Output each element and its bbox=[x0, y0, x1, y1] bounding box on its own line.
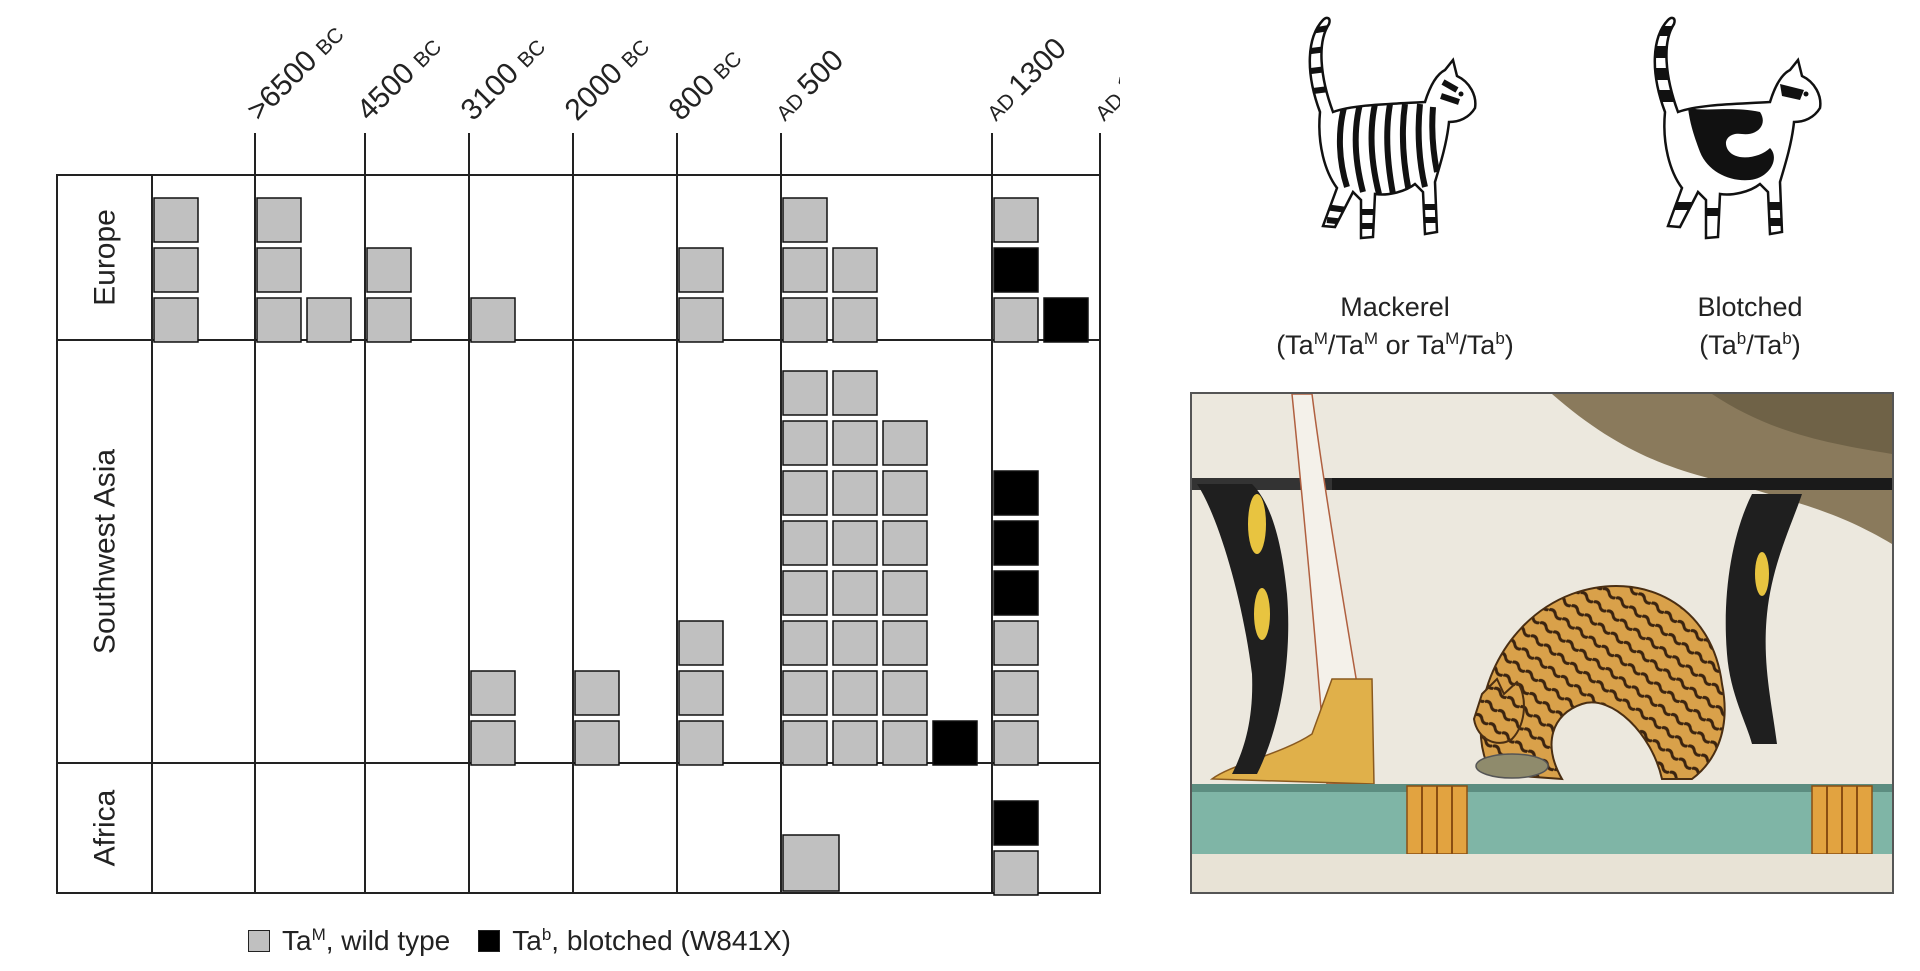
wild-type-sample-square bbox=[782, 470, 828, 516]
wild-type-sample-square bbox=[782, 720, 828, 766]
wild-type-sample-square bbox=[782, 247, 828, 293]
wild-type-sample-square bbox=[153, 197, 199, 243]
wild-type-sample-square bbox=[832, 570, 878, 616]
wild-type-sample-square bbox=[993, 850, 1039, 896]
legend-item-wild-type: TaM, wild type bbox=[248, 922, 450, 960]
blotched-sample-square bbox=[993, 247, 1039, 293]
mackerel-cat-icon bbox=[1308, 16, 1477, 240]
legend-swatch-wild-type bbox=[248, 930, 270, 952]
period-tick-label: 3100 BC bbox=[455, 30, 552, 127]
mackerel-label: Mackerel (TaM/TaM or TaM/Tab) bbox=[1210, 288, 1580, 364]
wild-type-sample-square bbox=[678, 297, 724, 343]
wild-type-sample-square bbox=[470, 720, 516, 766]
wild-type-sample-square bbox=[574, 670, 620, 716]
wild-type-sample-square bbox=[256, 297, 302, 343]
legend-label-blotched: Tab, blotched (W841X) bbox=[512, 925, 791, 956]
legend-label-wild-type: TaM, wild type bbox=[282, 925, 451, 956]
blotched-genotype: (Tab/Tab) bbox=[1699, 329, 1801, 360]
wild-type-sample-square bbox=[256, 197, 302, 243]
wild-type-sample-square bbox=[832, 297, 878, 343]
wild-type-sample-square bbox=[782, 570, 828, 616]
blotched-name: Blotched bbox=[1697, 292, 1803, 322]
blotched-sample-square bbox=[932, 720, 978, 766]
wild-type-sample-square bbox=[882, 470, 928, 516]
period-tick-label: 2000 BC bbox=[559, 30, 656, 127]
wild-type-sample-square bbox=[782, 297, 828, 343]
wild-type-sample-square bbox=[993, 620, 1039, 666]
region-label: Southwest Asia bbox=[89, 449, 122, 654]
legend: TaM, wild type Tab, blotched (W841X) bbox=[248, 922, 807, 960]
wild-type-sample-square bbox=[993, 720, 1039, 766]
wild-type-sample-square bbox=[366, 247, 412, 293]
region-label: Africa bbox=[89, 789, 122, 866]
wild-type-sample-square bbox=[678, 620, 724, 666]
wild-type-sample-square bbox=[882, 670, 928, 716]
wild-type-sample-square bbox=[366, 297, 412, 343]
wild-type-sample-square bbox=[993, 197, 1039, 243]
wild-type-sample-square bbox=[832, 670, 878, 716]
wild-type-sample-square bbox=[882, 520, 928, 566]
wild-type-sample-square bbox=[832, 720, 878, 766]
wild-type-sample-square bbox=[678, 247, 724, 293]
blotched-label: Blotched (Tab/Tab) bbox=[1640, 288, 1860, 364]
tomb-painting-cat bbox=[1190, 392, 1894, 894]
blotched-sample-square bbox=[993, 520, 1039, 566]
period-tick-label: 4500 BC bbox=[351, 30, 448, 127]
wild-type-sample-square bbox=[832, 420, 878, 466]
wild-type-sample-square bbox=[882, 720, 928, 766]
wild-type-sample-square bbox=[306, 297, 352, 343]
wild-type-sample-square bbox=[782, 520, 828, 566]
wild-type-sample-square bbox=[153, 297, 199, 343]
wild-type-sample-square bbox=[782, 620, 828, 666]
wild-type-sample-square bbox=[882, 620, 928, 666]
wild-type-sample-square bbox=[832, 370, 878, 416]
wild-type-sample-square bbox=[782, 370, 828, 416]
wild-type-sample-square bbox=[993, 297, 1039, 343]
wild-type-sample-square bbox=[470, 670, 516, 716]
legend-swatch-blotched bbox=[478, 930, 501, 952]
wild-type-sample-square bbox=[678, 670, 724, 716]
wild-type-sample-square bbox=[832, 520, 878, 566]
mackerel-genotype: (TaM/TaM or TaM/Tab) bbox=[1276, 329, 1514, 360]
blotched-cat-icon bbox=[1653, 16, 1822, 240]
wild-type-sample-square bbox=[782, 197, 828, 243]
mackerel-name: Mackerel bbox=[1340, 292, 1450, 322]
wild-type-sample-square bbox=[782, 670, 828, 716]
wild-type-sample-square bbox=[470, 297, 516, 343]
region-label: Europe bbox=[89, 209, 122, 306]
wild-type-sample-square bbox=[993, 670, 1039, 716]
wild-type-sample-square bbox=[678, 720, 724, 766]
legend-item-blotched: Tab, blotched (W841X) bbox=[478, 922, 791, 960]
period-tick-label: AD 1900 bbox=[1086, 32, 1120, 127]
wild-type-sample-square bbox=[574, 720, 620, 766]
blotched-sample-square bbox=[993, 470, 1039, 516]
wild-type-sample-square bbox=[782, 834, 840, 892]
wild-type-sample-square bbox=[832, 620, 878, 666]
wild-type-sample-square bbox=[256, 247, 302, 293]
period-tick-label: AD 500 bbox=[767, 43, 850, 126]
wild-type-sample-square bbox=[882, 570, 928, 616]
wild-type-sample-square bbox=[882, 420, 928, 466]
period-tick-label: 800 BC bbox=[663, 42, 748, 127]
blotched-sample-square bbox=[993, 570, 1039, 616]
period-tick-label: AD 1300 bbox=[978, 32, 1073, 127]
wild-type-sample-square bbox=[832, 247, 878, 293]
wild-type-sample-square bbox=[832, 470, 878, 516]
table-frame bbox=[56, 174, 1101, 894]
wild-type-sample-square bbox=[153, 247, 199, 293]
period-tick-label: >6500 BC bbox=[241, 18, 350, 127]
blotched-sample-square bbox=[993, 800, 1039, 846]
wild-type-sample-square bbox=[782, 420, 828, 466]
blotched-sample-square bbox=[1043, 297, 1089, 343]
